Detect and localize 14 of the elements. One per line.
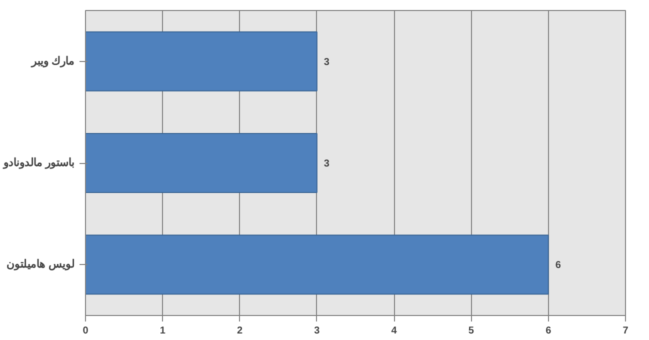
x-tick-label: 5 [468,326,474,336]
x-tick-label: 2 [237,326,244,336]
data-label: 3 [324,56,330,68]
x-tick-label: 0 [82,326,89,336]
x-tick-label: 4 [391,326,398,336]
x-tick-label: 1 [160,326,166,336]
data-label: 3 [324,158,330,170]
x-tick-label: 7 [622,326,629,336]
x-tick-label: 3 [314,326,320,336]
y-tick-label: باستور مالدونادو [2,157,75,169]
x-tick-label: 6 [546,326,552,336]
data-label: 6 [555,260,562,272]
y-tick-label: مارك ويبر [30,55,75,68]
y-tick-label: لويس هاميلتون [6,258,75,271]
